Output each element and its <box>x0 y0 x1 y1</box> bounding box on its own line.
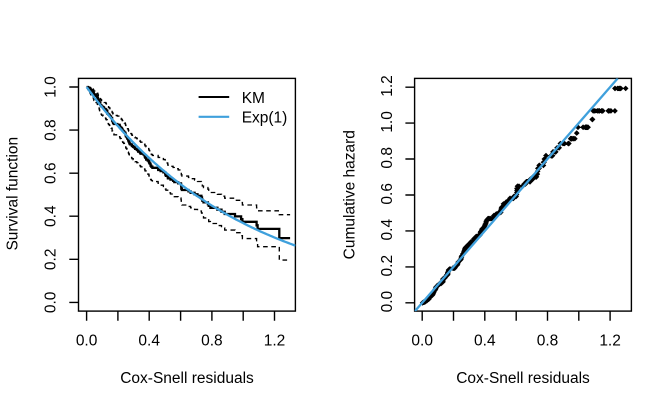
svg-text:1.0: 1.0 <box>43 76 60 98</box>
svg-text:0.0: 0.0 <box>43 291 60 313</box>
svg-text:Exp(1): Exp(1) <box>242 109 288 126</box>
svg-text:0.4: 0.4 <box>43 205 60 227</box>
svg-text:0.4: 0.4 <box>379 219 396 241</box>
svg-text:0.4: 0.4 <box>474 332 496 349</box>
svg-text:0.8: 0.8 <box>201 332 223 349</box>
svg-text:0.8: 0.8 <box>537 332 559 349</box>
svg-text:0.0: 0.0 <box>76 332 98 349</box>
svg-text:0.6: 0.6 <box>379 183 396 205</box>
svg-text:Cumulative hazard: Cumulative hazard <box>341 130 358 259</box>
svg-text:Cox-Snell residuals: Cox-Snell residuals <box>456 370 590 387</box>
svg-text:Survival function: Survival function <box>5 137 22 251</box>
svg-text:0.8: 0.8 <box>379 147 396 169</box>
svg-text:0.6: 0.6 <box>43 162 60 184</box>
svg-text:0.0: 0.0 <box>411 332 433 349</box>
svg-text:0.4: 0.4 <box>138 332 160 349</box>
svg-text:1.2: 1.2 <box>379 75 396 97</box>
svg-text:0.8: 0.8 <box>43 119 60 141</box>
svg-text:KM: KM <box>242 90 265 107</box>
svg-text:0.0: 0.0 <box>379 290 396 312</box>
svg-text:0.2: 0.2 <box>379 255 396 277</box>
svg-text:0.2: 0.2 <box>43 249 60 271</box>
svg-text:Cox-Snell residuals: Cox-Snell residuals <box>120 370 254 387</box>
svg-text:1.2: 1.2 <box>264 332 286 349</box>
svg-text:1.2: 1.2 <box>599 332 621 349</box>
svg-text:1.0: 1.0 <box>379 111 396 133</box>
